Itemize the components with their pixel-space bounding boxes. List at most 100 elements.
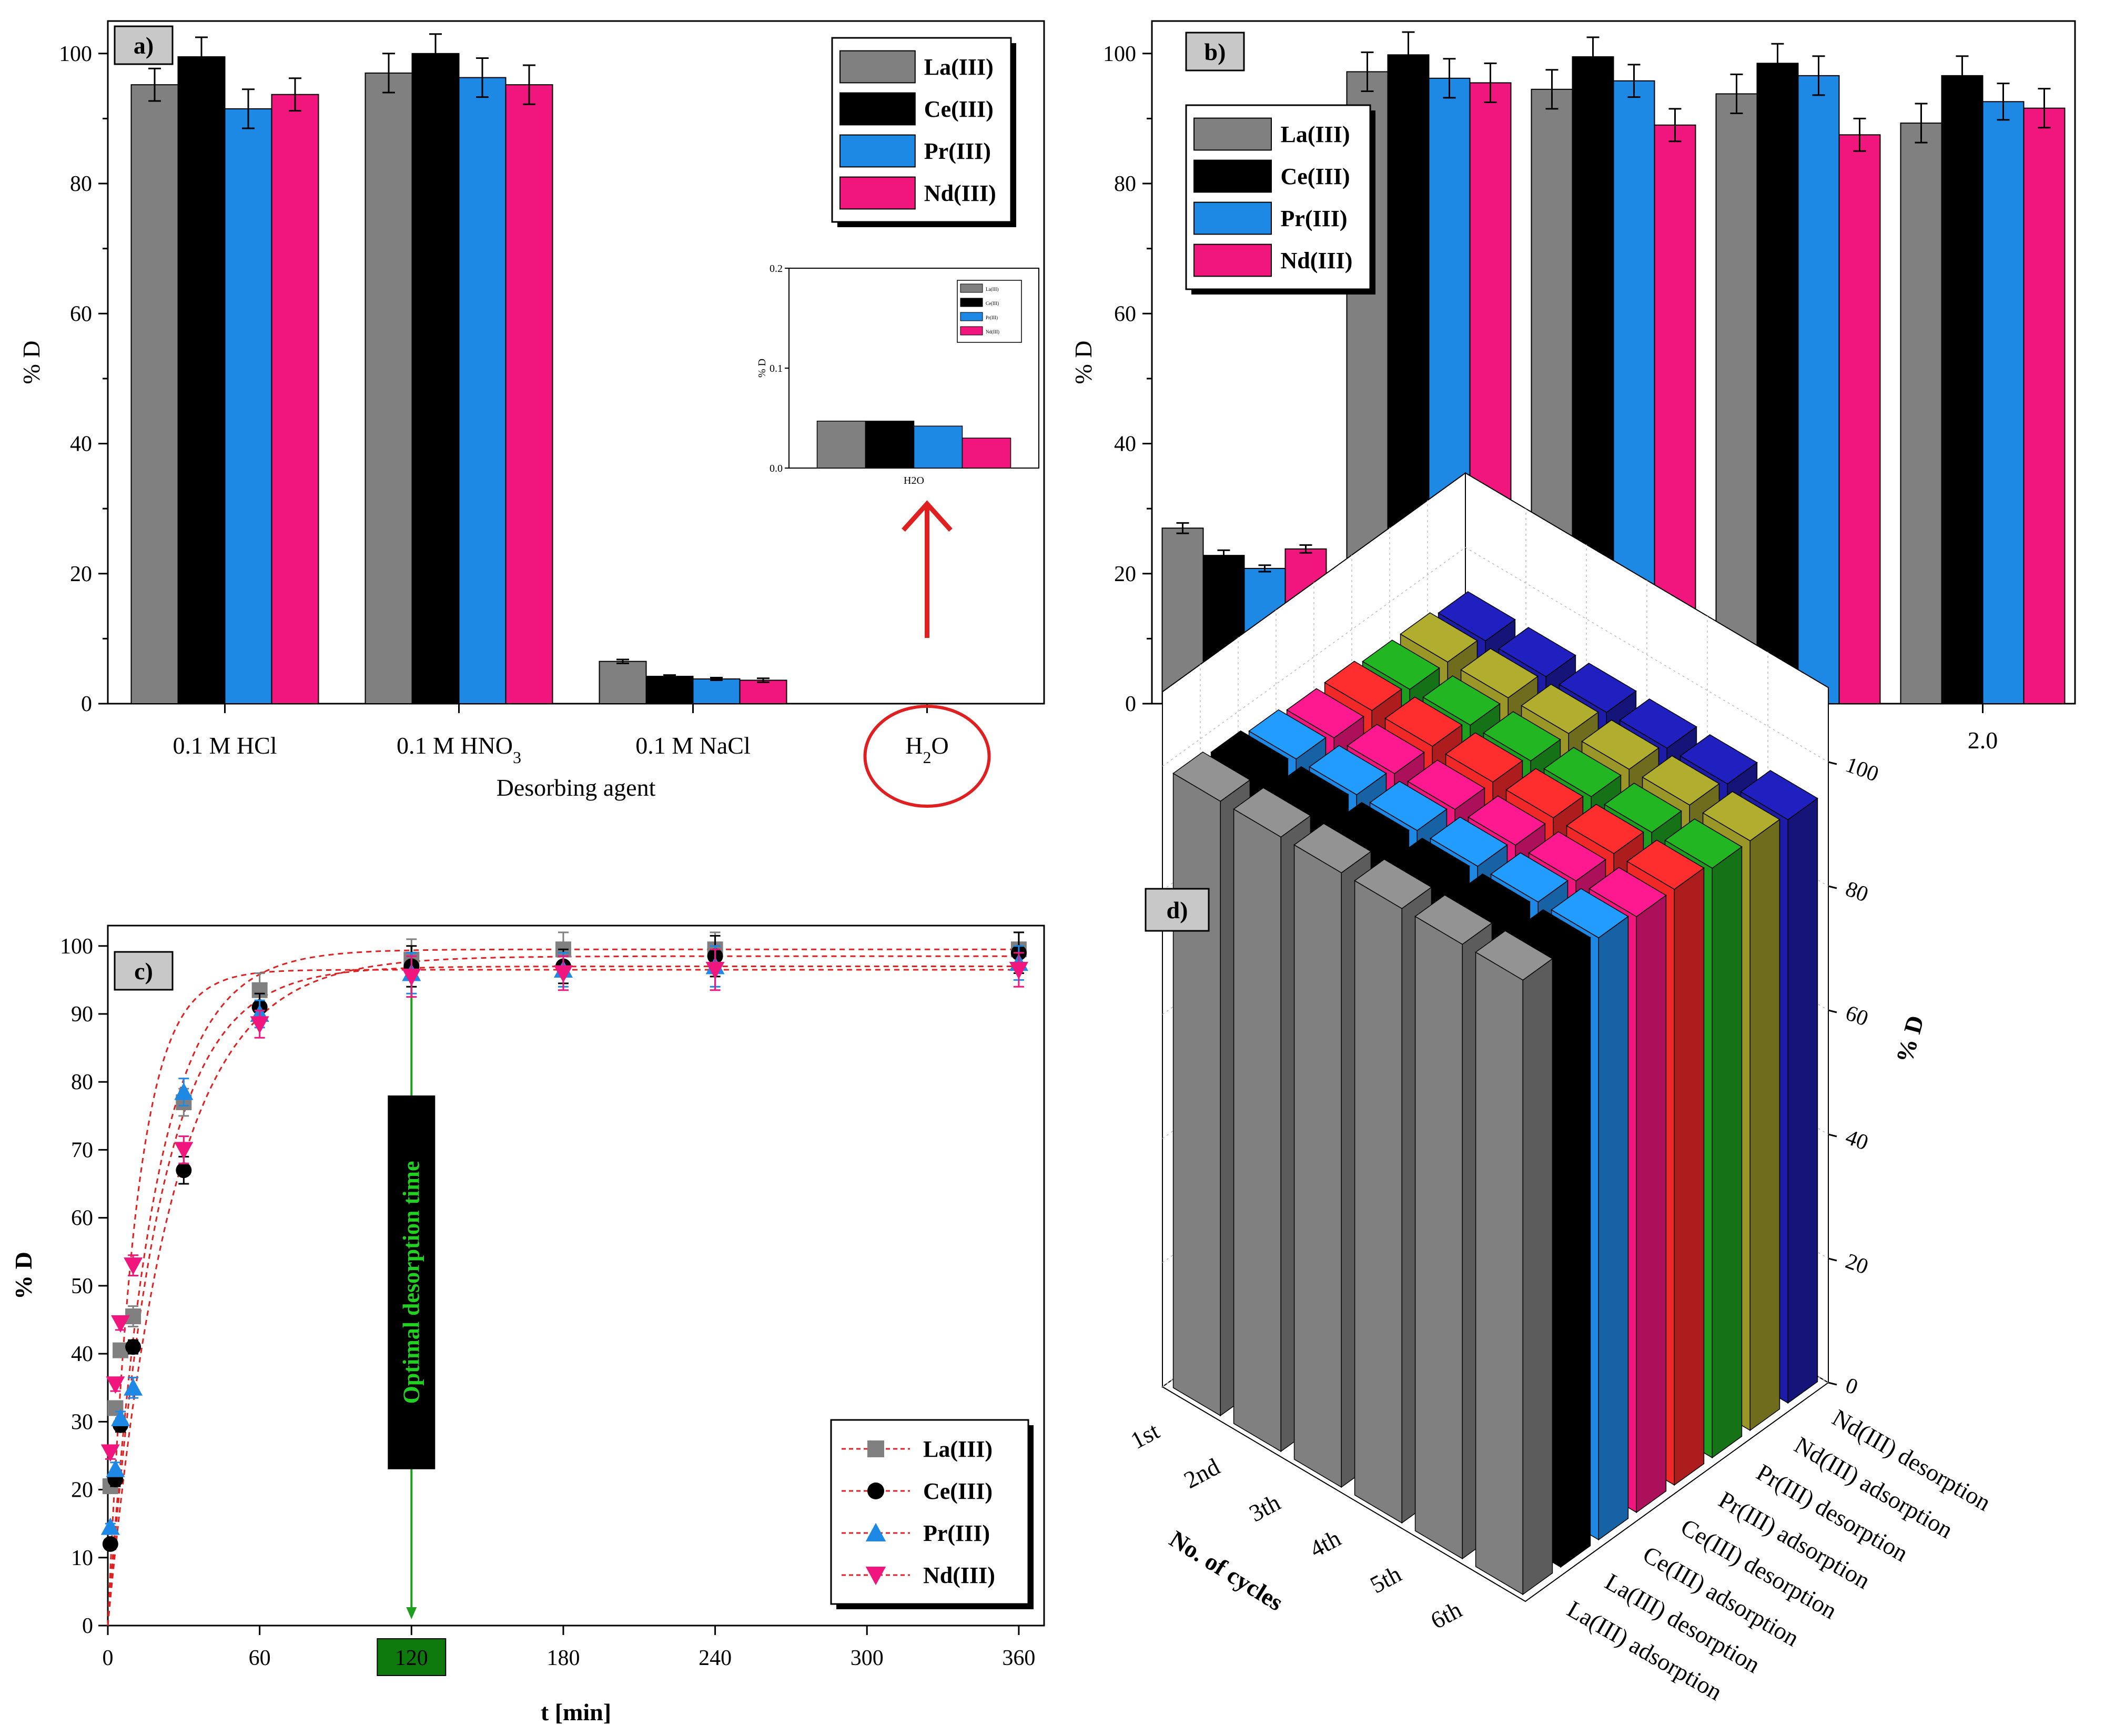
cycle-label: 6th: [1426, 1596, 1466, 1635]
marker-triangle: [111, 1408, 130, 1426]
bar3d-top: [1233, 787, 1311, 838]
legend-label: Nd(III): [1281, 248, 1353, 273]
bar3d-top: [1210, 730, 1289, 781]
bar3d-top: [1498, 627, 1576, 677]
bar: [130, 84, 179, 705]
marker-triangle-down: [402, 968, 421, 986]
legend-label: Ce(III): [1281, 164, 1350, 189]
inset-bar: [816, 420, 866, 469]
legend-label: La(III): [1281, 121, 1350, 147]
bar3d-side: [1354, 880, 1403, 1524]
bar3d-top: [1384, 696, 1463, 747]
x-tick-label: 360: [1002, 1646, 1035, 1670]
bar: [645, 676, 694, 704]
marker-triangle-down: [250, 1016, 269, 1034]
marker-circle: [176, 1162, 192, 1179]
bar: [271, 94, 319, 704]
marker-triangle: [174, 1082, 194, 1100]
y-tick-label: 60: [71, 1206, 93, 1231]
bar: [458, 77, 507, 704]
panel-label: d): [1167, 897, 1188, 923]
inset-bar: [865, 420, 915, 469]
legend-swatch: [839, 92, 916, 126]
bar3d-top: [1551, 888, 1629, 939]
y-tick-label: 80: [70, 172, 92, 196]
bar3d-side: [1172, 773, 1221, 1417]
marker-circle: [867, 1483, 884, 1499]
bar3d-top: [1369, 780, 1448, 831]
x-tick-label: 240: [699, 1646, 732, 1670]
bar3d-side: [1233, 808, 1282, 1453]
inset-legend-label: La(III): [986, 287, 998, 292]
bar3d-top: [1347, 724, 1425, 774]
x-tick-label: 60: [249, 1646, 271, 1670]
bar3d-top: [1468, 795, 1546, 846]
bar3d-top: [1475, 930, 1553, 981]
bar3d-top: [1452, 873, 1531, 924]
bar3d-top: [1679, 734, 1758, 785]
marker-triangle-down: [1009, 961, 1028, 979]
bar3d-top: [1422, 675, 1501, 726]
cycle-label: 5th: [1365, 1560, 1405, 1599]
y-tick-label: 100: [1103, 42, 1136, 66]
bar3d-front: [1560, 937, 1591, 1568]
legend-label: Ce(III): [923, 1478, 993, 1504]
bar: [1756, 63, 1799, 704]
marker-triangle: [124, 1378, 143, 1396]
inset-legend-swatch: [960, 283, 983, 293]
y-tick-label: 100: [59, 42, 92, 66]
z-tick-label: 60: [1843, 1001, 1871, 1031]
grid-line: [1162, 547, 1829, 767]
y-tick-label: 80: [1114, 172, 1136, 196]
bar3d-front: [1522, 958, 1553, 1596]
legend-box: [830, 1419, 1029, 1605]
z-tick-label: 100: [1843, 753, 1882, 787]
legend-label: Ce(III): [924, 96, 994, 122]
z-tick: [1828, 1133, 1837, 1138]
optimal-arrow: [406, 1607, 417, 1619]
panel-label: a): [134, 32, 154, 59]
inset-legend-swatch: [960, 298, 983, 307]
cycle-axis-label: No. of cycles: [1165, 1525, 1288, 1616]
inset-chart: 0.0 0.1 0.2 % D H2O La(III) Ce(III) Pr(III) Nd(I…: [756, 263, 1039, 486]
bar: [1982, 101, 2025, 705]
bar: [411, 53, 460, 704]
bar3d-top: [1286, 688, 1364, 738]
legend-swatch: [1193, 117, 1272, 151]
inset-y-tick-label: 0.2: [770, 263, 783, 275]
legend-label: La(III): [924, 54, 994, 80]
z-tick: [1828, 761, 1837, 765]
bar: [1941, 75, 1984, 705]
z-tick-label: 20: [1843, 1249, 1871, 1280]
bar3d-top: [1566, 804, 1644, 854]
highlight-circle: [863, 705, 991, 808]
legend-label: Pr(III): [924, 138, 991, 164]
inset-legend-swatch: [960, 326, 983, 336]
legend-swatch: [1193, 243, 1272, 277]
y-tick-label: 40: [1114, 432, 1136, 456]
legend-label: Nd(III): [924, 180, 996, 206]
marker-triangle: [865, 1522, 886, 1541]
bar3d-side: [1293, 844, 1342, 1488]
bar: [1838, 134, 1881, 704]
bar3d-top: [1362, 639, 1440, 690]
marker-triangle-down: [553, 965, 573, 983]
x-tick-label: 180: [547, 1646, 580, 1670]
plot-frame: [107, 925, 1045, 1627]
marker-triangle-down: [111, 1315, 130, 1333]
plot-frame: [107, 20, 1045, 705]
bar3d-top: [1293, 823, 1372, 874]
y-tick-label: 50: [71, 1274, 93, 1298]
inset-legend-label: Nd(III): [986, 329, 999, 334]
bar3d-front: [1712, 846, 1743, 1459]
bar3d-top: [1664, 818, 1743, 869]
bar3d-front: [1749, 818, 1780, 1432]
legend-swatch: [839, 50, 916, 84]
y-tick-label: 30: [71, 1410, 93, 1434]
marker-triangle-down: [124, 1257, 143, 1275]
bar3d-top: [1581, 719, 1659, 770]
bar3d-top: [1414, 895, 1493, 945]
optimal-tick-box: [377, 1638, 447, 1676]
y-tick-label: 60: [70, 302, 92, 326]
y-axis-label: % D: [1070, 340, 1097, 384]
